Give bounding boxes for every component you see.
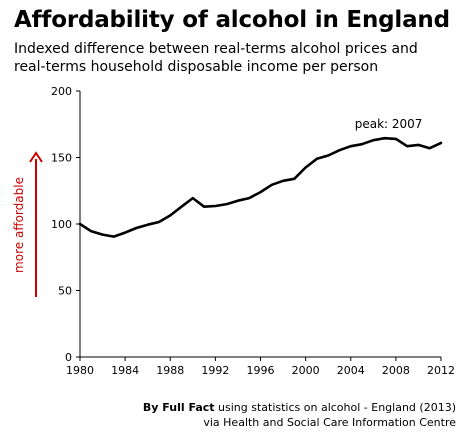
- footer-source: using statistics on alcohol - England (2…: [214, 401, 456, 414]
- footer-brand: By Full Fact: [142, 401, 215, 414]
- x-tick-label: 1984: [111, 364, 139, 377]
- chart-title: Affordability of alcohol in England: [14, 7, 450, 33]
- x-tick-label: 2000: [292, 364, 320, 377]
- subtitle-line-1: Indexed difference between real-terms al…: [14, 41, 418, 57]
- x-tick-label: 1988: [156, 364, 184, 377]
- series-line-1: [78, 136, 443, 238]
- y-tick-label: 50: [58, 285, 72, 298]
- chart-axes: [76, 90, 442, 361]
- y-tick-label: 0: [65, 351, 72, 364]
- series-group: [78, 136, 443, 238]
- y-tick-label: 100: [51, 218, 72, 231]
- chart-subtitle: Indexed difference between real-terms al…: [14, 40, 454, 76]
- y-tick-label: 150: [51, 152, 72, 165]
- x-tick-label: 1992: [201, 364, 229, 377]
- tick-labels: 0 50 100 150 200 1980 1984 1988 1992 1996 2000 2004…: [51, 85, 455, 377]
- x-tick-label: 2008: [382, 364, 410, 377]
- footer-line-2: via Health and Social Care Information C…: [203, 416, 456, 429]
- y-tick-label: 200: [51, 85, 72, 98]
- annotation-group: peak: 2007: [355, 117, 423, 131]
- x-tick-label: 2012: [427, 364, 455, 377]
- peak-annotation: peak: 2007: [355, 117, 423, 131]
- x-tick-label: 1980: [66, 364, 94, 377]
- side-indicator: more affordable: [12, 151, 43, 297]
- more-affordable-arrow-icon: [29, 151, 43, 163]
- subtitle-line-2: real-terms household disposable income p…: [14, 59, 379, 75]
- more-affordable-label: more affordable: [12, 177, 26, 273]
- x-tick-label: 1996: [247, 364, 275, 377]
- x-tick-label: 2004: [337, 364, 365, 377]
- footer-line-1: By Full Fact using statistics on alcohol…: [143, 400, 456, 415]
- source-footer: By Full Fact using statistics on alcohol…: [143, 400, 456, 430]
